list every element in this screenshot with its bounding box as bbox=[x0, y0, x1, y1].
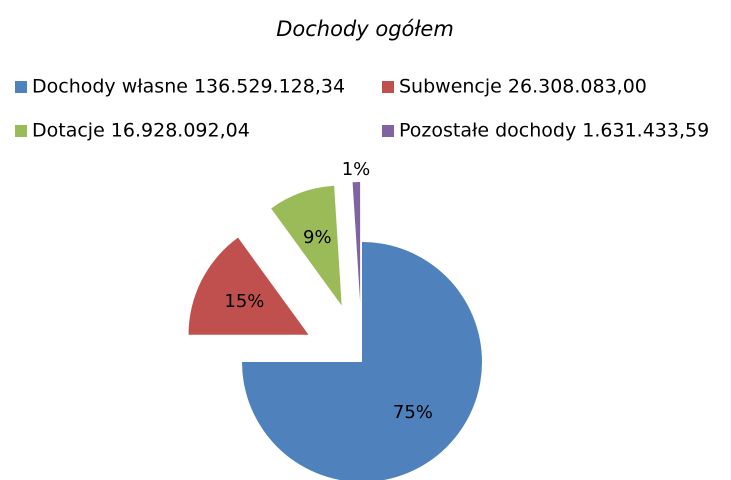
data-label: 9% bbox=[303, 227, 332, 248]
data-label: 75% bbox=[393, 402, 433, 423]
legend-swatch bbox=[382, 125, 394, 137]
data-label: 15% bbox=[224, 291, 264, 312]
pie-slice bbox=[242, 242, 482, 480]
legend-label: Dochody własne 136.529.128,34 bbox=[32, 76, 345, 98]
legend-label: Pozostałe dochody 1.631.433,59 bbox=[399, 120, 709, 142]
legend-swatch bbox=[15, 81, 27, 93]
pie-slice bbox=[352, 182, 361, 303]
legend-label: Subwencje 26.308.083,00 bbox=[399, 76, 647, 98]
data-label: 1% bbox=[342, 159, 371, 180]
legend-swatch bbox=[15, 125, 27, 137]
legend-label: Dotacje 16.928.092,04 bbox=[32, 120, 250, 142]
legend-swatch bbox=[382, 81, 394, 93]
chart-title: Dochody ogółem bbox=[276, 17, 454, 41]
pie-slice bbox=[271, 185, 342, 306]
pie-slice bbox=[188, 237, 309, 335]
